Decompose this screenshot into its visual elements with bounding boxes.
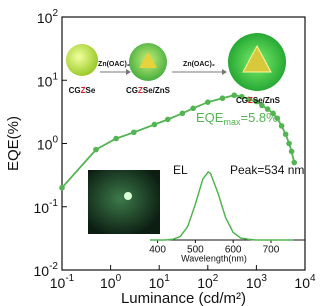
data-point: [113, 136, 119, 142]
x-tick-label-base: 10: [50, 275, 66, 291]
y-tick-label: 10-1: [34, 197, 59, 215]
inset-x-axis-label: Wavelength(nm): [181, 253, 247, 263]
x-tick-label-base: 10: [294, 275, 310, 291]
data-point: [152, 122, 158, 128]
y-tick-label-exp: 2: [52, 8, 58, 19]
x-tick-label: 101: [149, 273, 171, 291]
data-point: [220, 95, 226, 101]
schematic-label: CGZSe/ZnS: [236, 96, 281, 105]
data-point: [165, 117, 171, 123]
y-tick-label-exp: 0: [52, 134, 58, 145]
arrow-label: Zn(OAC)₂: [98, 61, 130, 68]
x-tick-label: 103: [246, 273, 268, 291]
y-tick-label-base: 10: [34, 263, 50, 279]
x-tick-label-exp: -1: [65, 273, 74, 284]
x-tick-label: 104: [294, 273, 316, 291]
device-photo: [88, 170, 160, 234]
data-point: [279, 123, 285, 129]
data-point: [180, 111, 186, 117]
x-tick-label-base: 10: [246, 275, 262, 291]
data-point: [286, 141, 292, 147]
x-axis-label: Luminance (cd/m²): [121, 290, 246, 306]
x-tick-label: 100: [100, 273, 122, 291]
y-tick-label: 100: [37, 134, 59, 152]
core-particle: [66, 44, 98, 76]
x-tick-label: 102: [197, 273, 219, 291]
x-tick-label-exp: 4: [310, 273, 316, 284]
label-part: CG: [126, 86, 138, 95]
x-tick-label-exp: 3: [261, 273, 267, 284]
annotation-rest: =5.8%: [240, 110, 278, 125]
data-point: [131, 130, 137, 136]
arrow-head: [222, 69, 227, 75]
chart: 10-110010110210310410-210-1100101102EQE(…: [0, 0, 328, 306]
inset-x-tick-label: 400: [149, 245, 166, 256]
label-part: Se/ZnS: [143, 86, 171, 95]
y-tick-label-base: 10: [37, 136, 53, 152]
x-tick-label-base: 10: [100, 275, 116, 291]
inset-legend: EL: [173, 163, 188, 177]
y-tick-label-exp: 1: [52, 71, 58, 82]
data-point: [205, 99, 211, 105]
annotation-sub: max: [223, 117, 241, 127]
annotation-main: EQE: [196, 110, 224, 125]
y-tick-label: 101: [37, 71, 59, 89]
y-tick-label-base: 10: [37, 10, 53, 26]
schematic-label: CGZSe/ZnS: [126, 86, 171, 95]
y-axis-label: EQE(%): [5, 116, 22, 171]
data-point: [283, 131, 289, 137]
x-tick-label-exp: 2: [213, 273, 219, 284]
x-tick-label: 10-1: [50, 273, 75, 291]
x-tick-label-exp: 0: [116, 273, 122, 284]
arrow-head: [126, 69, 131, 75]
schematic-label: CGZSe: [69, 86, 96, 95]
label-part: Se/ZnS: [253, 96, 281, 105]
arrow-label: Zn(OAC)₂: [183, 61, 215, 68]
x-tick-label-exp: 1: [164, 273, 170, 284]
label-part: CG: [236, 96, 248, 105]
label-part: CG: [69, 86, 81, 95]
photo-glow: [124, 192, 132, 200]
data-point: [59, 185, 65, 191]
y-tick-label-exp: -1: [49, 197, 58, 208]
x-tick-label-base: 10: [149, 275, 165, 291]
x-tick-label-base: 10: [197, 275, 213, 291]
annotation: EQEmax=5.8%: [196, 110, 278, 127]
y-tick-label-exp: -2: [49, 261, 58, 272]
y-tick-label-base: 10: [34, 199, 50, 215]
data-line: [150, 172, 294, 240]
data-point: [93, 147, 99, 153]
data-point: [289, 149, 295, 155]
y-tick-label-base: 10: [37, 73, 53, 89]
label-part: Se: [86, 86, 96, 95]
inset-annotation: Peak=534 nm: [230, 163, 304, 177]
y-tick-label: 102: [37, 8, 59, 26]
inset-x-tick-label: 700: [263, 245, 280, 256]
